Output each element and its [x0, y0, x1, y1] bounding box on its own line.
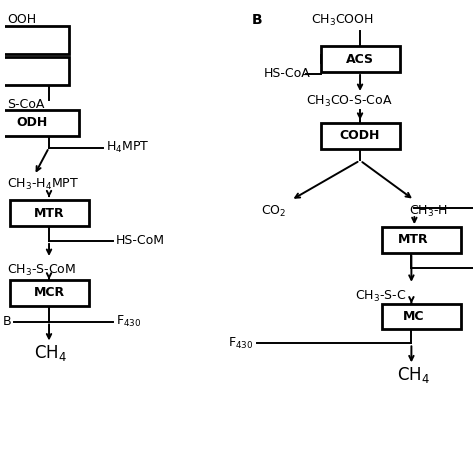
Text: B: B [3, 315, 11, 328]
Text: CH$_4$: CH$_4$ [397, 365, 429, 385]
Bar [9, 280, 89, 306]
Text: OOH: OOH [8, 13, 36, 27]
Text: CH$_3$-H: CH$_3$-H [410, 204, 448, 219]
Bar [9, 200, 89, 226]
Text: F$_{430}$: F$_{430}$ [228, 336, 254, 351]
Text: CH$_3$-S-CoM: CH$_3$-S-CoM [7, 263, 76, 278]
Text: HS-CoA: HS-CoA [263, 67, 310, 81]
Bar [320, 123, 400, 148]
Text: CODH: CODH [340, 129, 380, 142]
Text: B: B [251, 13, 262, 27]
Bar [0, 26, 69, 54]
Text: MTR: MTR [34, 207, 64, 219]
Text: CH$_3$CO-S-CoA: CH$_3$CO-S-CoA [306, 94, 392, 109]
Text: ODH: ODH [17, 116, 48, 129]
Text: MTR: MTR [398, 234, 428, 246]
Text: CH$_3$-H$_4$MPT: CH$_3$-H$_4$MPT [7, 177, 79, 192]
Bar [0, 57, 69, 85]
Text: MCR: MCR [34, 286, 64, 299]
Bar [382, 227, 461, 253]
Text: HS-CoM: HS-CoM [116, 235, 165, 247]
Bar [0, 110, 79, 136]
Text: H$_4$MPT: H$_4$MPT [106, 140, 150, 155]
Text: CH$_4$: CH$_4$ [34, 343, 67, 363]
Text: CH$_3$COOH: CH$_3$COOH [310, 13, 374, 28]
Bar [320, 46, 400, 72]
Text: MC: MC [402, 310, 424, 323]
Bar [382, 304, 461, 329]
Text: F$_{430}$: F$_{430}$ [116, 314, 142, 329]
Text: CO$_2$: CO$_2$ [261, 204, 286, 219]
Text: ACS: ACS [346, 53, 374, 65]
Text: CH$_3$-S-C: CH$_3$-S-C [355, 289, 406, 304]
Text: S-CoA: S-CoA [8, 98, 45, 111]
